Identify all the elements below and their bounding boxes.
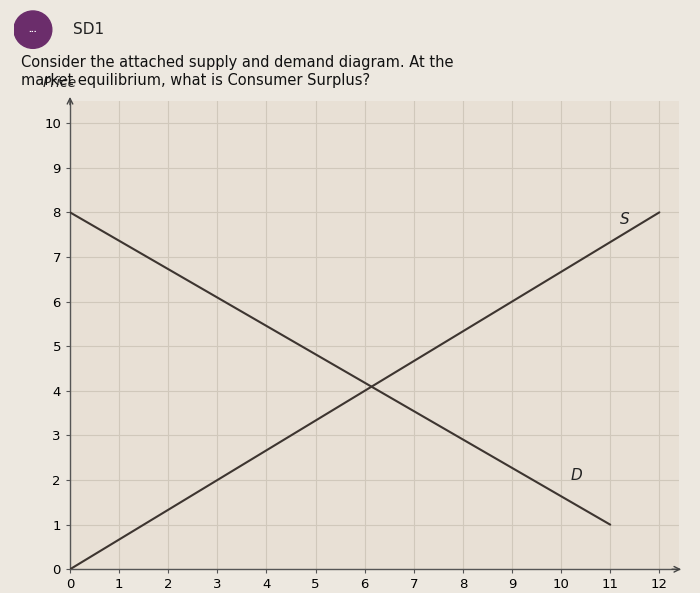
Text: SD1: SD1 [74, 22, 104, 37]
Circle shape [14, 11, 52, 48]
Text: market equilibrium, what is Consumer Surplus?: market equilibrium, what is Consumer Sur… [21, 72, 370, 88]
Text: S: S [620, 212, 630, 227]
Text: D: D [571, 468, 582, 483]
Text: Price: Price [43, 76, 77, 90]
Text: Consider the attached supply and demand diagram. At the: Consider the attached supply and demand … [21, 55, 454, 70]
Text: ...: ... [29, 25, 37, 34]
